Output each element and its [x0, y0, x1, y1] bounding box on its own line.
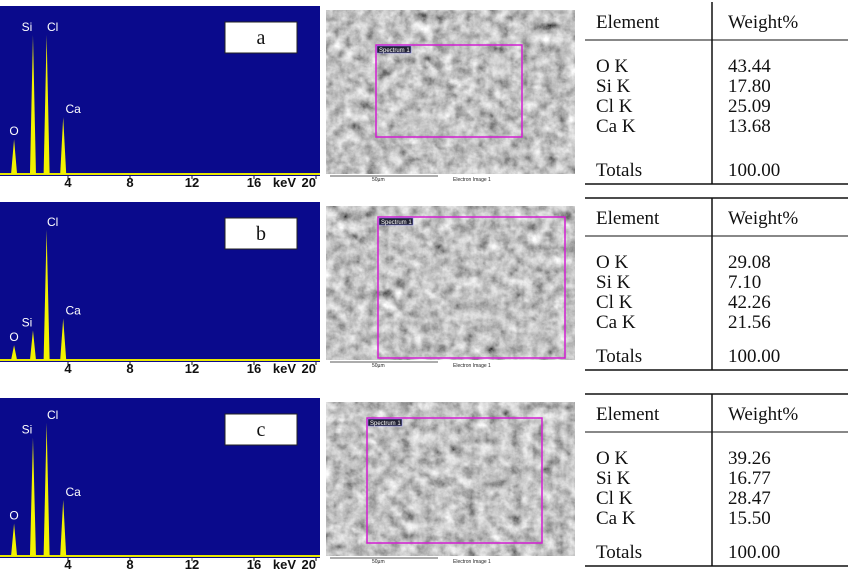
- region-label: Spectrum 1: [370, 421, 401, 427]
- table-cell: 39.26: [728, 448, 771, 469]
- peak-label: Cl: [47, 215, 58, 229]
- peak-label: O: [9, 508, 18, 522]
- x-unit: keV: [273, 361, 296, 376]
- table-header: Element: [596, 12, 660, 33]
- peak-label: Si: [22, 423, 33, 437]
- x-tick-label: 12: [185, 175, 199, 190]
- sem-image: [326, 10, 575, 174]
- peak-label: Cl: [47, 20, 58, 34]
- table-header: Weight%: [728, 404, 798, 425]
- image-caption: Electron Image 1: [453, 177, 491, 183]
- x-tick-label: 20: [302, 361, 316, 376]
- scale-label: 50µm: [372, 177, 385, 183]
- table-cell: 15.50: [728, 508, 771, 529]
- panel-label: a: [257, 27, 266, 49]
- x-tick-label: 20: [302, 557, 316, 572]
- table-cell: O K: [596, 252, 628, 273]
- figure: O Si Cl Ca 4 8 12 16 20 keV a 50µm Electron Image 1 S…: [0, 0, 848, 577]
- x-tick-label: 12: [185, 361, 199, 376]
- x-tick-label: 8: [126, 361, 133, 376]
- peak-label: Ca: [66, 485, 82, 499]
- table-header: Weight%: [728, 208, 798, 229]
- x-tick-label: 8: [126, 175, 133, 190]
- peak-label: Si: [22, 20, 33, 34]
- x-tick-label: 16: [247, 557, 261, 572]
- table-cell: 16.77: [728, 468, 771, 489]
- table-total: Totals: [596, 346, 642, 367]
- x-tick-label: 16: [247, 361, 261, 376]
- peak-label: Cl: [47, 408, 58, 422]
- x-tick-label: 4: [64, 175, 72, 190]
- image-footer: [326, 556, 575, 564]
- peak-label: Si: [22, 315, 33, 329]
- table-cell: Ca K: [596, 312, 636, 333]
- table-cell: 29.08: [728, 252, 771, 273]
- table-cell: Si K: [596, 272, 631, 293]
- table-cell: 21.56: [728, 312, 771, 333]
- sem-image: [326, 206, 575, 360]
- table-cell: Ca K: [596, 508, 636, 529]
- table-cell: 25.09: [728, 96, 771, 117]
- scale-label: 50µm: [372, 559, 385, 565]
- x-tick-label: 8: [126, 557, 133, 572]
- scale-label: 50µm: [372, 363, 385, 369]
- table-cell: O K: [596, 448, 628, 469]
- x-unit: keV: [273, 557, 296, 572]
- table-total: Totals: [596, 160, 642, 181]
- region-label: Spectrum 1: [381, 220, 412, 226]
- table-header: Weight%: [728, 12, 798, 33]
- x-tick-label: 16: [247, 175, 261, 190]
- table-cell: 17.80: [728, 76, 771, 97]
- image-caption: Electron Image 1: [453, 363, 491, 369]
- image-caption: Electron Image 1: [453, 559, 491, 565]
- region-label: Spectrum 1: [379, 48, 410, 54]
- panel-label: c: [257, 419, 266, 441]
- table-cell: 43.44: [728, 56, 771, 77]
- image-footer: [326, 360, 575, 368]
- x-unit: keV: [273, 175, 296, 190]
- table-cell: Ca K: [596, 116, 636, 137]
- peak-label: Ca: [66, 304, 82, 318]
- table-header: Element: [596, 208, 660, 229]
- table-cell: Cl K: [596, 488, 633, 509]
- table-total: Totals: [596, 542, 642, 563]
- peak-label: Ca: [66, 102, 82, 116]
- table-cell: 7.10: [728, 272, 761, 293]
- panel-label: b: [256, 223, 266, 245]
- table-cell: Si K: [596, 76, 631, 97]
- image-footer: [326, 174, 575, 182]
- x-tick-label: 12: [185, 557, 199, 572]
- x-tick-label: 4: [64, 361, 72, 376]
- table-total: 100.00: [728, 542, 780, 563]
- table-cell: 42.26: [728, 292, 771, 313]
- table-cell: Cl K: [596, 292, 633, 313]
- table-cell: O K: [596, 56, 628, 77]
- table-total: 100.00: [728, 346, 780, 367]
- peak-label: O: [9, 330, 18, 344]
- table-total: 100.00: [728, 160, 780, 181]
- peak-label: O: [9, 124, 18, 138]
- sem-image: [326, 402, 575, 556]
- x-tick-label: 20: [302, 175, 316, 190]
- table-cell: Si K: [596, 468, 631, 489]
- table-cell: 28.47: [728, 488, 771, 509]
- table-cell: Cl K: [596, 96, 633, 117]
- table-cell: 13.68: [728, 116, 771, 137]
- x-tick-label: 4: [64, 557, 72, 572]
- table-header: Element: [596, 404, 660, 425]
